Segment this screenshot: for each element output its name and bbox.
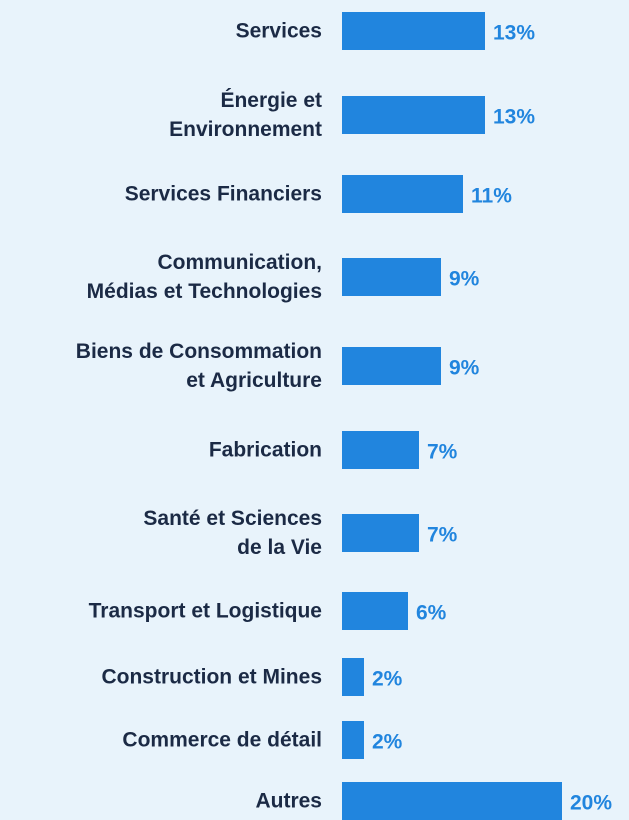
category-label: Communication, Médias et Technologies	[86, 251, 322, 303]
value-label: 20%	[570, 791, 613, 815]
category-label: Services Financiers	[124, 182, 322, 206]
bar	[342, 431, 419, 469]
category-label: Biens de Consommation et Agriculture	[75, 340, 322, 392]
bar	[342, 658, 364, 696]
value-label: 2%	[372, 730, 403, 754]
value-label: 11%	[471, 184, 512, 208]
bar	[342, 258, 441, 296]
bar	[342, 514, 419, 552]
category-label: Transport et Logistique	[88, 599, 322, 623]
bar	[342, 12, 485, 50]
category-label: Énergie et Environnement	[169, 89, 322, 141]
value-label: 13%	[493, 105, 536, 129]
category-label: Commerce de détail	[122, 728, 322, 752]
category-label: Services	[235, 19, 322, 43]
value-label: 7%	[427, 523, 458, 547]
value-label: 6%	[416, 601, 447, 625]
bar	[342, 592, 408, 630]
value-label: 9%	[449, 356, 480, 380]
value-label: 13%	[493, 21, 536, 45]
value-label: 9%	[449, 267, 480, 291]
value-label: 7%	[427, 440, 458, 464]
category-label: Construction et Mines	[101, 665, 322, 689]
bar	[342, 721, 364, 759]
bar	[342, 347, 441, 385]
value-label: 2%	[372, 667, 403, 691]
category-label: Santé et Sciences de la Vie	[143, 507, 322, 559]
bar	[342, 96, 485, 134]
category-label: Fabrication	[208, 438, 322, 462]
bar	[342, 782, 562, 820]
category-label: Autres	[255, 789, 322, 813]
bar	[342, 175, 463, 213]
